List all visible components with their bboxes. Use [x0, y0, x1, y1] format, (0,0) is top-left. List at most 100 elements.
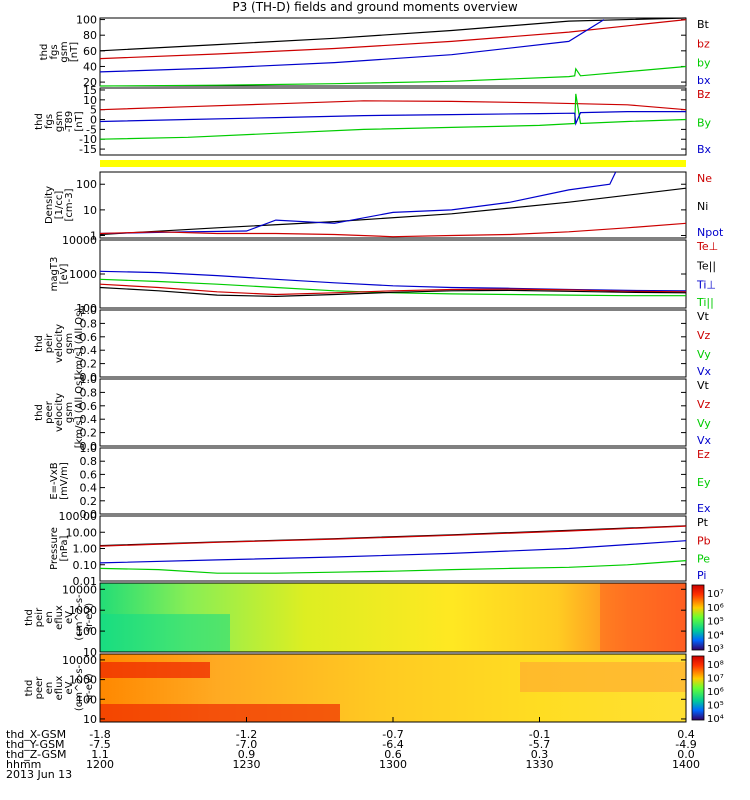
- panel-peer_eflux: 10⁸ 10⁷ 10⁶ 10⁵ 10⁴ 10 100 1000 10000 thd peer en ef…: [24, 653, 724, 726]
- y-tick-label: 1.0: [80, 304, 98, 317]
- legend-Pb: Pb: [697, 534, 711, 547]
- y-tick-label: -15: [79, 143, 97, 156]
- y-axis-label: eV: [64, 611, 75, 624]
- y-axis-label: eflux: [54, 676, 65, 701]
- colorbar: [691, 584, 705, 651]
- y-axis-label: [1/cc]: [54, 191, 65, 220]
- y-tick-label: 20: [83, 76, 97, 89]
- y-axis-label: [nPa]: [59, 535, 70, 561]
- y-tick-label: 1.00: [73, 543, 98, 556]
- spectrogram-electron-low-band: [100, 704, 340, 722]
- spectrogram-ion-low-energy-patch: [100, 614, 230, 652]
- y-axis-label: eV: [64, 681, 75, 694]
- colorbar: [691, 655, 705, 721]
- series-line-Pb: [99, 525, 687, 547]
- x-axis-row-value: 1230: [233, 758, 261, 771]
- y-tick-label: 10: [83, 713, 97, 726]
- series-line-Pt: [99, 525, 687, 547]
- legend-Vy: Vy: [697, 417, 711, 430]
- legend-Pi: Pi: [697, 569, 706, 582]
- x-axis-row-value: -1.2: [236, 728, 257, 741]
- x-axis-row-value: 1.1: [91, 748, 109, 761]
- y-tick-label: 80: [83, 29, 97, 42]
- y-tick-label: 100.00: [59, 510, 98, 523]
- y-tick-label: 10000: [62, 583, 97, 596]
- panel-frame: [99, 17, 687, 87]
- x-axis-row-value: -0.7: [382, 728, 403, 741]
- colorbar-tick-label: 10⁸: [707, 660, 724, 671]
- y-axis-label: fgs: [49, 44, 60, 59]
- x-axis-row-label: thd_Y-GSM: [6, 738, 65, 751]
- y-axis-label: peer: [44, 400, 55, 424]
- y-axis-label: gsm: [64, 402, 75, 423]
- y-axis-label: fgs: [44, 114, 55, 129]
- y-axis-label: [eV]: [59, 264, 70, 285]
- legend-By: By: [697, 117, 712, 130]
- y-tick-label: 1000: [69, 674, 97, 687]
- y-axis-label: thd: [24, 680, 35, 697]
- y-axis-label: velocity: [54, 393, 65, 432]
- legend-Vz: Vz: [697, 398, 711, 411]
- y-axis-label: [mV/m]: [59, 462, 70, 500]
- y-axis-label: gsm: [54, 111, 65, 132]
- y-axis-label: Density: [44, 186, 55, 224]
- series-line-Bz: [99, 100, 687, 111]
- legend-Vz: Vz: [697, 329, 711, 342]
- chart-title: P3 (TH-D) fields and ground moments over…: [232, 0, 518, 14]
- y-tick-label: 10000: [62, 234, 97, 247]
- y-axis-label: en: [44, 611, 55, 624]
- legend-bx: bx: [697, 74, 711, 87]
- y-axis-label: [km/s] (All Qs): [74, 308, 85, 380]
- y-axis-label: thd: [39, 44, 50, 61]
- y-tick-label: 1: [90, 230, 97, 243]
- y-tick-label: 1000: [69, 268, 97, 281]
- legend-Bz: Bz: [697, 88, 711, 101]
- legend-Pe: Pe: [697, 553, 710, 566]
- y-tick-label: 10000: [62, 654, 97, 667]
- x-axis-row-value: 1330: [526, 758, 554, 771]
- y-tick-label: 0.8: [80, 455, 98, 468]
- series-line-Bt: [99, 17, 687, 52]
- y-tick-label: 0.2: [80, 358, 98, 371]
- y-tick-label: 5: [90, 104, 97, 117]
- y-tick-label: 10.00: [66, 526, 98, 539]
- legend-Ne: Ne: [697, 172, 712, 185]
- y-tick-label: 0.10: [73, 559, 98, 572]
- x-axis-row-label: thd_Z-GSM: [6, 748, 66, 761]
- legend-Vy: Vy: [697, 348, 711, 361]
- y-tick-label: 100: [76, 693, 97, 706]
- y-tick-label: 0.8: [80, 317, 98, 330]
- series-line-Pe: [99, 560, 687, 574]
- legend-Ex: Ex: [697, 502, 711, 515]
- y-axis-label: (cm^2-s-: [74, 594, 85, 641]
- y-tick-label: 0.01: [73, 575, 98, 588]
- legend-Vt: Vt: [697, 310, 710, 323]
- legend-Pt: Pt: [697, 516, 709, 529]
- legend-Te||: Te||: [696, 259, 716, 272]
- y-tick-label: 100: [76, 625, 97, 638]
- legend-Ey: Ey: [697, 476, 711, 489]
- series-line-bz: [99, 19, 687, 60]
- y-tick-label: 0.4: [80, 344, 98, 357]
- y-tick-label: -10: [79, 133, 97, 146]
- legend-Te⊥: Te⊥: [696, 240, 718, 253]
- y-axis-label: en: [44, 682, 55, 695]
- series-line-by: [99, 65, 687, 87]
- panel-fgs_gsm: 20 40 60 80 100 thd fgs gsm [nT] Bt bz by bx: [39, 14, 711, 90]
- y-tick-label: 0.8: [80, 386, 98, 399]
- series-line-Npot: [99, 171, 617, 235]
- series-line-Ti⊥: [99, 270, 687, 292]
- panel-peir_eflux: 10⁷ 10⁶ 10⁵ 10⁴ 10³ 10 100 1000 10000 thd peir en ef…: [24, 582, 724, 659]
- x-axis-row-label: thd_X-GSM: [6, 728, 66, 741]
- legend-Ti||: Ti||: [696, 296, 714, 309]
- x-axis-row-value: -5.7: [529, 738, 550, 751]
- y-tick-label: 1000: [69, 604, 97, 617]
- x-axis-row-value: 0.4: [677, 728, 695, 741]
- x-axis-row-value: -4.9: [675, 738, 696, 751]
- spectrogram-ion-late-patch: [600, 583, 686, 652]
- y-axis-label: thd: [34, 113, 45, 130]
- colorbar-tick-label: 10⁷: [707, 674, 724, 685]
